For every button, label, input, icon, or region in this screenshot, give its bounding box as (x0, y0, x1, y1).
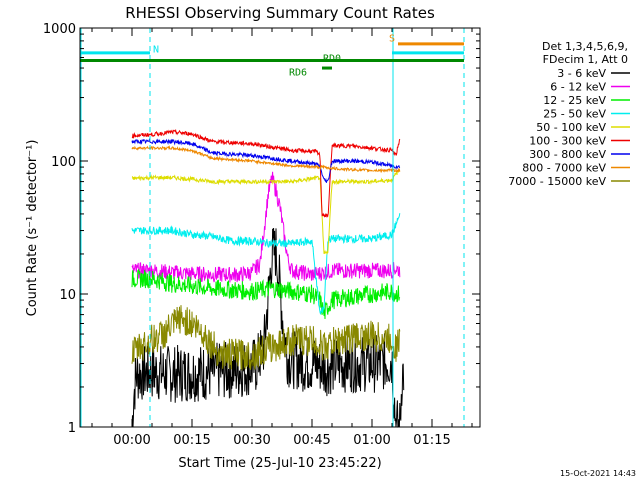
series-layer (131, 128, 405, 428)
y-tick-label-1000: 1000 (43, 22, 76, 37)
series-7000-15000-kev (131, 305, 401, 371)
y-tick-label-1: 1 (68, 421, 76, 436)
legend-label: 100 - 300 keV (529, 135, 606, 148)
legend-label: 50 - 100 keV (536, 121, 606, 134)
series-line-12-25-kev (131, 268, 401, 320)
series-25-50-kev (131, 213, 401, 315)
series-line-100-300-kev (131, 128, 401, 218)
series-line-50-100-kev (131, 170, 400, 256)
legend-item-3-6-kev: 3 - 6 keV (557, 67, 630, 80)
y-tick-label-100: 100 (51, 155, 76, 170)
y-axis-label: Count Rate (s⁻¹ detector⁻¹) (25, 140, 40, 317)
annotation-n: N (153, 45, 159, 56)
legend-item-25-50-kev: 25 - 50 keV (543, 108, 630, 121)
legend-label: 7000 - 15000 keV (508, 175, 606, 188)
series-line-800-7000-kev (131, 144, 401, 174)
y-tick-label-10: 10 (59, 288, 76, 303)
series-12-25-kev (131, 268, 401, 320)
chart-title: RHESSI Observing Summary Count Rates (125, 4, 435, 22)
annotation-s: S (389, 33, 395, 44)
series-3-6-kev (131, 227, 405, 428)
x-tick-label-00-45: 00:45 (293, 433, 330, 448)
series-300-800-kev (131, 138, 401, 183)
series-line-7000-15000-kev (131, 305, 401, 371)
legend-item-12-25-kev: 12 - 25 keV (543, 94, 630, 107)
legend-label: 12 - 25 keV (543, 94, 606, 107)
annotation-rd6: RD6 (289, 68, 307, 79)
series-800-7000-kev (131, 144, 401, 174)
legend-label: 6 - 12 keV (550, 81, 606, 94)
legend-item-100-300-kev: 100 - 300 keV (529, 135, 630, 148)
x-tick-label-01-15: 01:15 (413, 433, 450, 448)
legend-label: 300 - 800 keV (529, 148, 606, 161)
observing-bars: N RD0 RD6 S (80, 28, 465, 427)
legend-header-line-1: Det 1,3,4,5,6,9, (542, 40, 628, 53)
legend-label: 800 - 7000 keV (522, 162, 606, 175)
x-tick-label-00-15: 00:15 (173, 433, 210, 448)
legend-item-300-800-kev: 300 - 800 keV (529, 148, 630, 161)
series-50-100-kev (131, 170, 400, 256)
legend-label: 3 - 6 keV (557, 67, 606, 80)
legend-item-800-7000-kev: 800 - 7000 keV (522, 162, 630, 175)
x-tick-label-00-00: 00:00 (113, 433, 150, 448)
series-6-12-kev (131, 171, 401, 283)
series-line-6-12-kev (131, 171, 401, 283)
series-line-25-50-kev (131, 213, 401, 315)
series-100-300-kev (131, 128, 401, 218)
x-axis-label: Start Time (25-Jul-10 23:45:22) (178, 456, 381, 471)
legend-label: 25 - 50 keV (543, 108, 606, 121)
series-line-3-6-kev (131, 227, 405, 428)
annotation-rd0: RD0 (323, 54, 341, 65)
x-tick-label-01-00: 01:00 (353, 433, 390, 448)
legend-header-line-2: FDecim 1, Att 0 (543, 53, 628, 66)
legend-item-7000-15000-kev: 7000 - 15000 keV (508, 175, 630, 188)
legend-item-6-12-kev: 6 - 12 keV (550, 81, 630, 94)
axis-layer: 00:00 00:15 00:30 00:45 01:00 01:15 1 10 100 1000 (43, 22, 480, 448)
series-line-300-800-kev (131, 138, 401, 183)
legend-item-50-100-kev: 50 - 100 keV (536, 121, 630, 134)
plot-frame (79, 27, 481, 428)
timestamp: 15-Oct-2021 14:43 (560, 469, 636, 478)
legend: Det 1,3,4,5,6,9, FDecim 1, Att 0 3 - 6 k… (508, 40, 630, 188)
x-tick-label-00-30: 00:30 (233, 433, 270, 448)
